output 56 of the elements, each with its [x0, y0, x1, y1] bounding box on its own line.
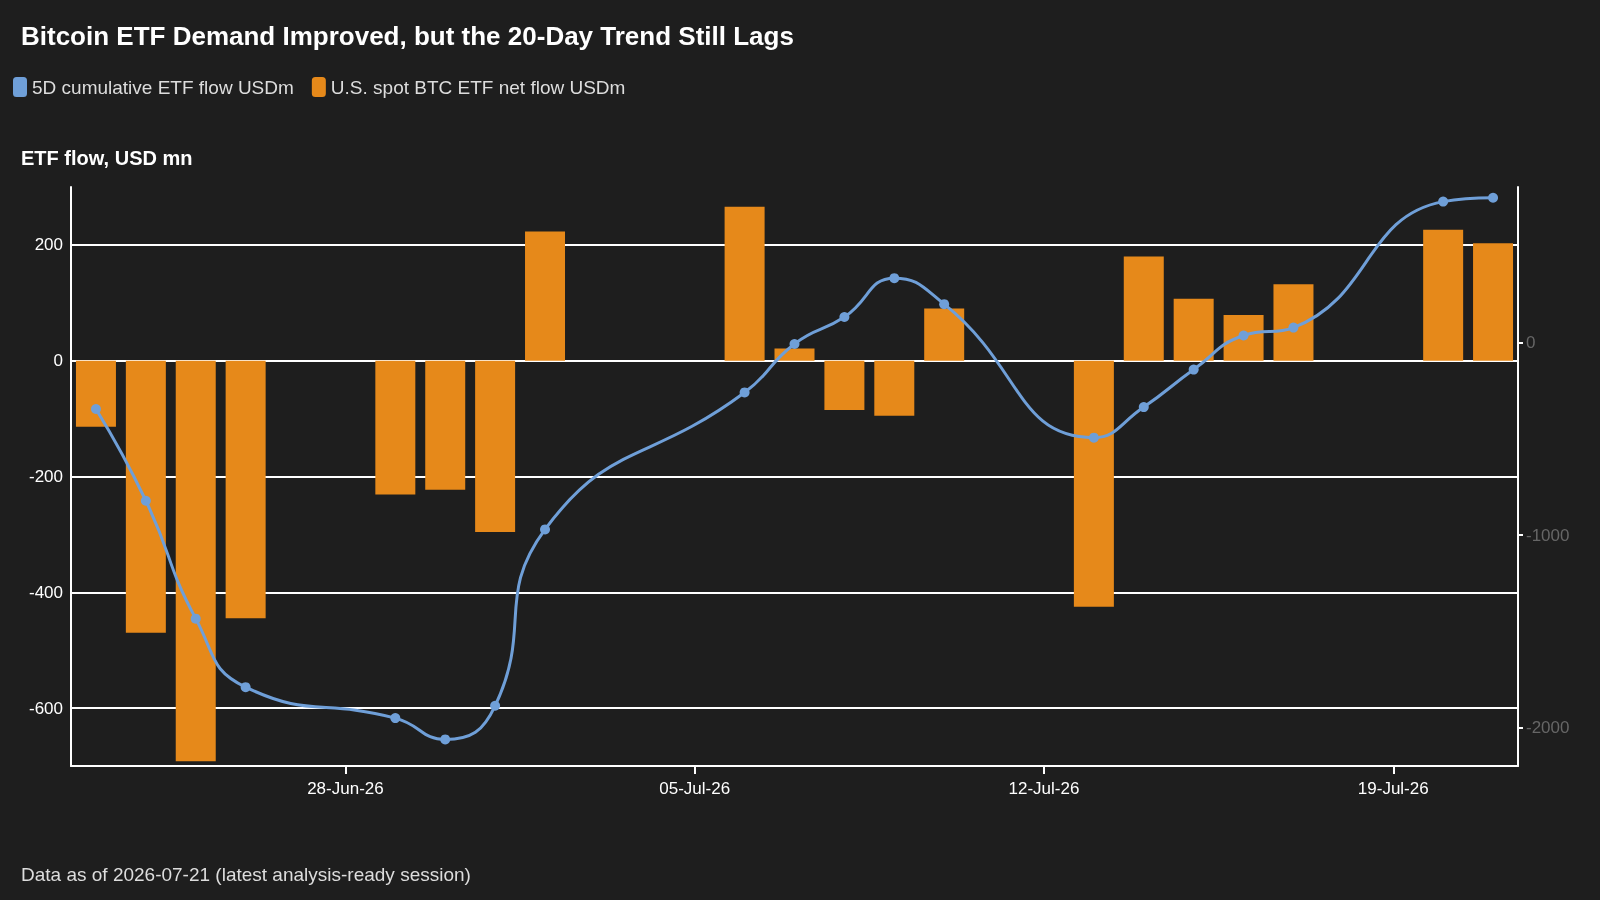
point	[440, 734, 451, 745]
point	[540, 524, 551, 535]
point	[140, 495, 151, 506]
bar	[724, 206, 765, 361]
point	[490, 700, 501, 711]
y2-tick-label: 0	[1526, 333, 1536, 353]
bar	[1473, 243, 1514, 361]
bar	[175, 360, 216, 762]
point	[240, 682, 251, 693]
y-tick-label: 200	[34, 235, 63, 255]
point	[939, 299, 950, 310]
bar	[525, 231, 566, 361]
point	[1438, 196, 1449, 207]
point	[90, 403, 101, 414]
bar	[824, 360, 865, 410]
bar	[475, 360, 516, 533]
point	[1288, 322, 1299, 333]
bar	[1223, 314, 1264, 361]
x-tick-label: 12-Jul-26	[1008, 779, 1080, 798]
bar	[425, 360, 466, 490]
point	[789, 338, 800, 349]
point	[1238, 330, 1249, 341]
point	[739, 387, 750, 398]
y-tick-label: -600	[28, 698, 63, 718]
bar	[1173, 298, 1214, 361]
chart-title: Bitcoin ETF Demand Improved, but the 20-Day Trend Still Lags	[21, 21, 794, 51]
x-tick-label: 19-Jul-26	[1357, 779, 1429, 798]
bar	[125, 360, 166, 633]
point	[1188, 364, 1199, 375]
bar	[375, 360, 416, 495]
text: Data as of 2026-07-21 (latest analysis-ready session)	[21, 864, 471, 885]
point	[889, 273, 900, 284]
y-tick-label: -400	[28, 582, 63, 602]
point	[190, 613, 201, 624]
bar	[75, 360, 116, 427]
bar	[1273, 284, 1314, 361]
point	[839, 312, 850, 323]
bar	[1423, 229, 1464, 361]
x-tick-label: 28-Jun-26	[307, 779, 384, 798]
legend-label: 5D cumulative ETF flow USDm	[32, 76, 294, 98]
bar	[225, 360, 266, 619]
point	[1138, 402, 1149, 413]
y-axis-title: ETF flow, USD mn	[21, 147, 193, 169]
point	[390, 713, 401, 724]
bar	[1123, 256, 1164, 361]
legend-label: U.S. spot BTC ETF net flow USDm	[330, 76, 626, 98]
x-tick-label: 05-Jul-26	[659, 779, 731, 798]
point	[1088, 432, 1099, 443]
bar	[874, 360, 915, 416]
y-tick-label: 0	[53, 351, 63, 371]
y2-tick-label: -2000	[1526, 718, 1570, 738]
y2-tick-label: -1000	[1526, 525, 1570, 545]
y-tick-label: -200	[28, 467, 63, 486]
bar	[1073, 360, 1114, 607]
point	[1488, 192, 1499, 203]
bar	[924, 308, 965, 361]
